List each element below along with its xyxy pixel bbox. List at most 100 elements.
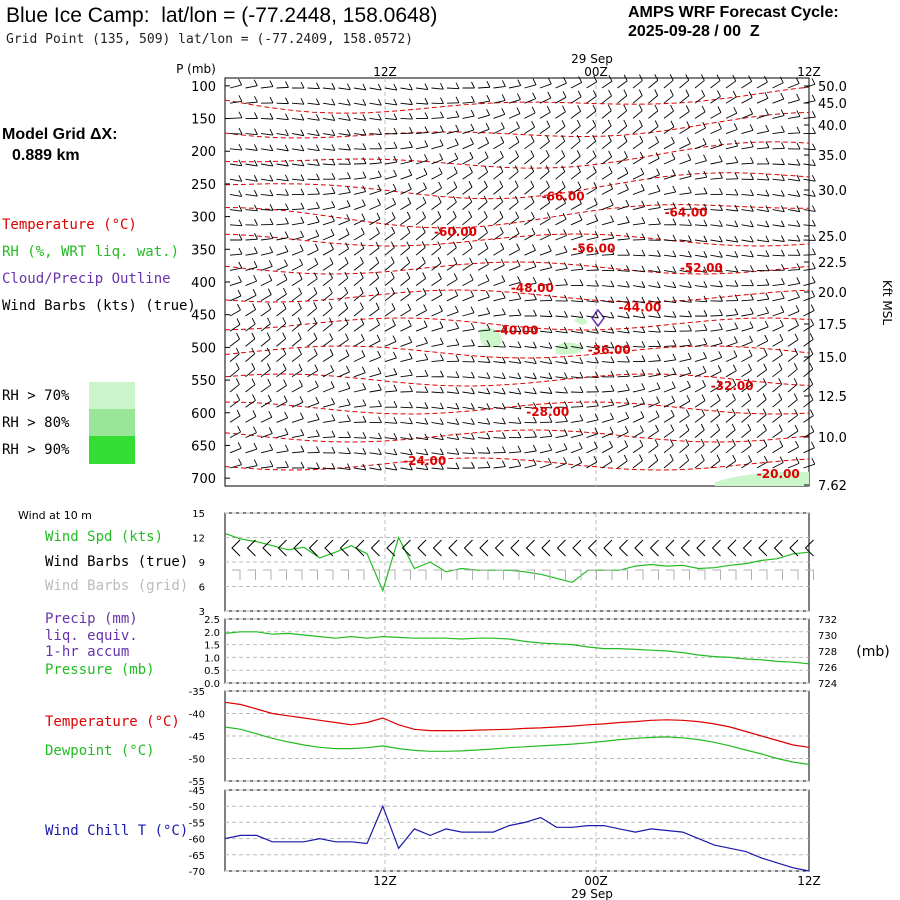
wind-barb-staff (586, 253, 599, 256)
wind-barb-flag (657, 326, 661, 333)
wind-barb-staff (539, 155, 550, 165)
surface-barb-true (804, 539, 814, 557)
wind-barb-staff (694, 285, 707, 288)
wind-barb-flag (610, 327, 615, 334)
wind-barb-staff (524, 156, 535, 165)
wind-barb-staff (322, 307, 333, 317)
wind-barb-flag (408, 141, 413, 148)
wind-barb-flag (531, 211, 535, 219)
wind-barb-staff (493, 248, 505, 256)
wind-barb-staff (245, 209, 258, 212)
wind-barb-flag (688, 338, 692, 346)
wind-barb-flag (563, 372, 568, 379)
bottom-label-12z-b: 12Z (797, 874, 821, 888)
wind-barb-staff (539, 111, 551, 119)
wind-barb-flag (515, 135, 520, 143)
wind-barb-flag (439, 153, 444, 160)
wind-barb-staff (307, 419, 320, 423)
wind-barb-flag (331, 158, 336, 166)
wind-barb-staff (384, 87, 397, 91)
wind-barb-staff (245, 193, 258, 197)
wind-barb-flag (669, 454, 674, 461)
wind-barb-flag (439, 448, 444, 455)
wind-barb-flag (748, 349, 753, 357)
wind-barb-flag (718, 235, 723, 243)
wind-barb-flag (409, 98, 413, 105)
wind-barb-flag (734, 204, 739, 212)
wind-barb-flag (641, 326, 646, 333)
wind-barb-staff (524, 112, 536, 119)
wind-barb-staff (539, 234, 551, 241)
wind-barb-staff (539, 171, 550, 180)
wind-barb-staff (772, 369, 783, 378)
wind-barb-staff (245, 323, 256, 332)
wind-barb-flag (532, 357, 537, 364)
wind-barb-staff (400, 217, 411, 226)
wind-barb-flag (468, 195, 473, 203)
wind-barb-flag (238, 458, 242, 465)
wind-barb-flag (623, 89, 628, 96)
wind-barb-flag (253, 247, 258, 254)
wind-barb-flag (734, 172, 739, 179)
wind-barb-flag (548, 415, 553, 423)
wind-barb-staff (307, 221, 320, 226)
wind-barb-flag (810, 441, 815, 448)
wind-barb-staff (555, 284, 568, 287)
wind-barb-flag (485, 137, 490, 144)
wind-barb-flag (298, 287, 303, 294)
wind-barb-flag (608, 166, 613, 173)
wind-barb-flag (252, 303, 257, 310)
wind-barb-staff (384, 467, 397, 471)
legend-dewpoint: Dewpoint (°C) (45, 743, 155, 759)
wind-barb-flag (716, 393, 721, 401)
surface-barb-true (308, 539, 318, 557)
wind-barb-flag (719, 280, 723, 288)
wind-barb-flag (300, 230, 304, 237)
surface-barbs (231, 539, 814, 580)
wind-barb-staff (338, 355, 350, 362)
wind-barb-flag (576, 134, 581, 142)
wind-barb-flag (499, 165, 504, 172)
wind-barb-staff (772, 224, 785, 228)
wind-barb-flag (300, 412, 304, 419)
wind-barb-staff (415, 452, 428, 456)
wind-barb-flag (595, 295, 599, 303)
wind-barb-staff (400, 87, 413, 91)
wind-barb-staff (570, 361, 583, 364)
wind-barb-staff (307, 133, 320, 137)
kft-tick-label: 25.0 (818, 230, 847, 245)
wind-barb-staff (291, 323, 302, 332)
wind-barb-staff (307, 307, 318, 317)
wind-barb-flag (392, 197, 397, 205)
kft-tick-label: 10.0 (818, 431, 847, 446)
wind-barb-flag (731, 408, 736, 415)
legend-rh: RH (%, WRT liq. wat.) (2, 244, 180, 260)
wind-barb-flag (455, 462, 460, 469)
pressure-tick-label: 100 (191, 80, 216, 95)
wind-barb-flag (639, 151, 644, 159)
wind-barb-staff (725, 342, 738, 347)
wind-barb-flag (331, 172, 336, 180)
wind-barb-flag (440, 354, 444, 361)
wind-barb-staff (493, 142, 505, 150)
wind-barb-staff (508, 406, 521, 410)
wind-barb-staff (477, 216, 488, 226)
wind-barb-flag (641, 249, 646, 257)
wind-barb-flag (359, 286, 364, 294)
wind-barb-flag (733, 350, 738, 357)
wind-barb-flag (238, 127, 243, 135)
wind-barb-staff (400, 203, 412, 210)
wind-barb-flag (471, 81, 475, 89)
wind-barb-staff (586, 345, 599, 349)
wind-barb-flag (439, 304, 443, 312)
wind-barb-flag (300, 428, 305, 436)
wind-barb-flag (657, 250, 661, 257)
wind-barb-flag (470, 109, 475, 117)
wind-barb-flag (235, 347, 240, 355)
wind-barb-flag (378, 416, 382, 423)
wind-barb-flag (515, 211, 520, 218)
wind-barb-flag (423, 304, 428, 311)
wind-barb-staff (477, 421, 490, 425)
wind-barb-staff (245, 148, 258, 151)
wind-barb-staff (586, 330, 599, 334)
